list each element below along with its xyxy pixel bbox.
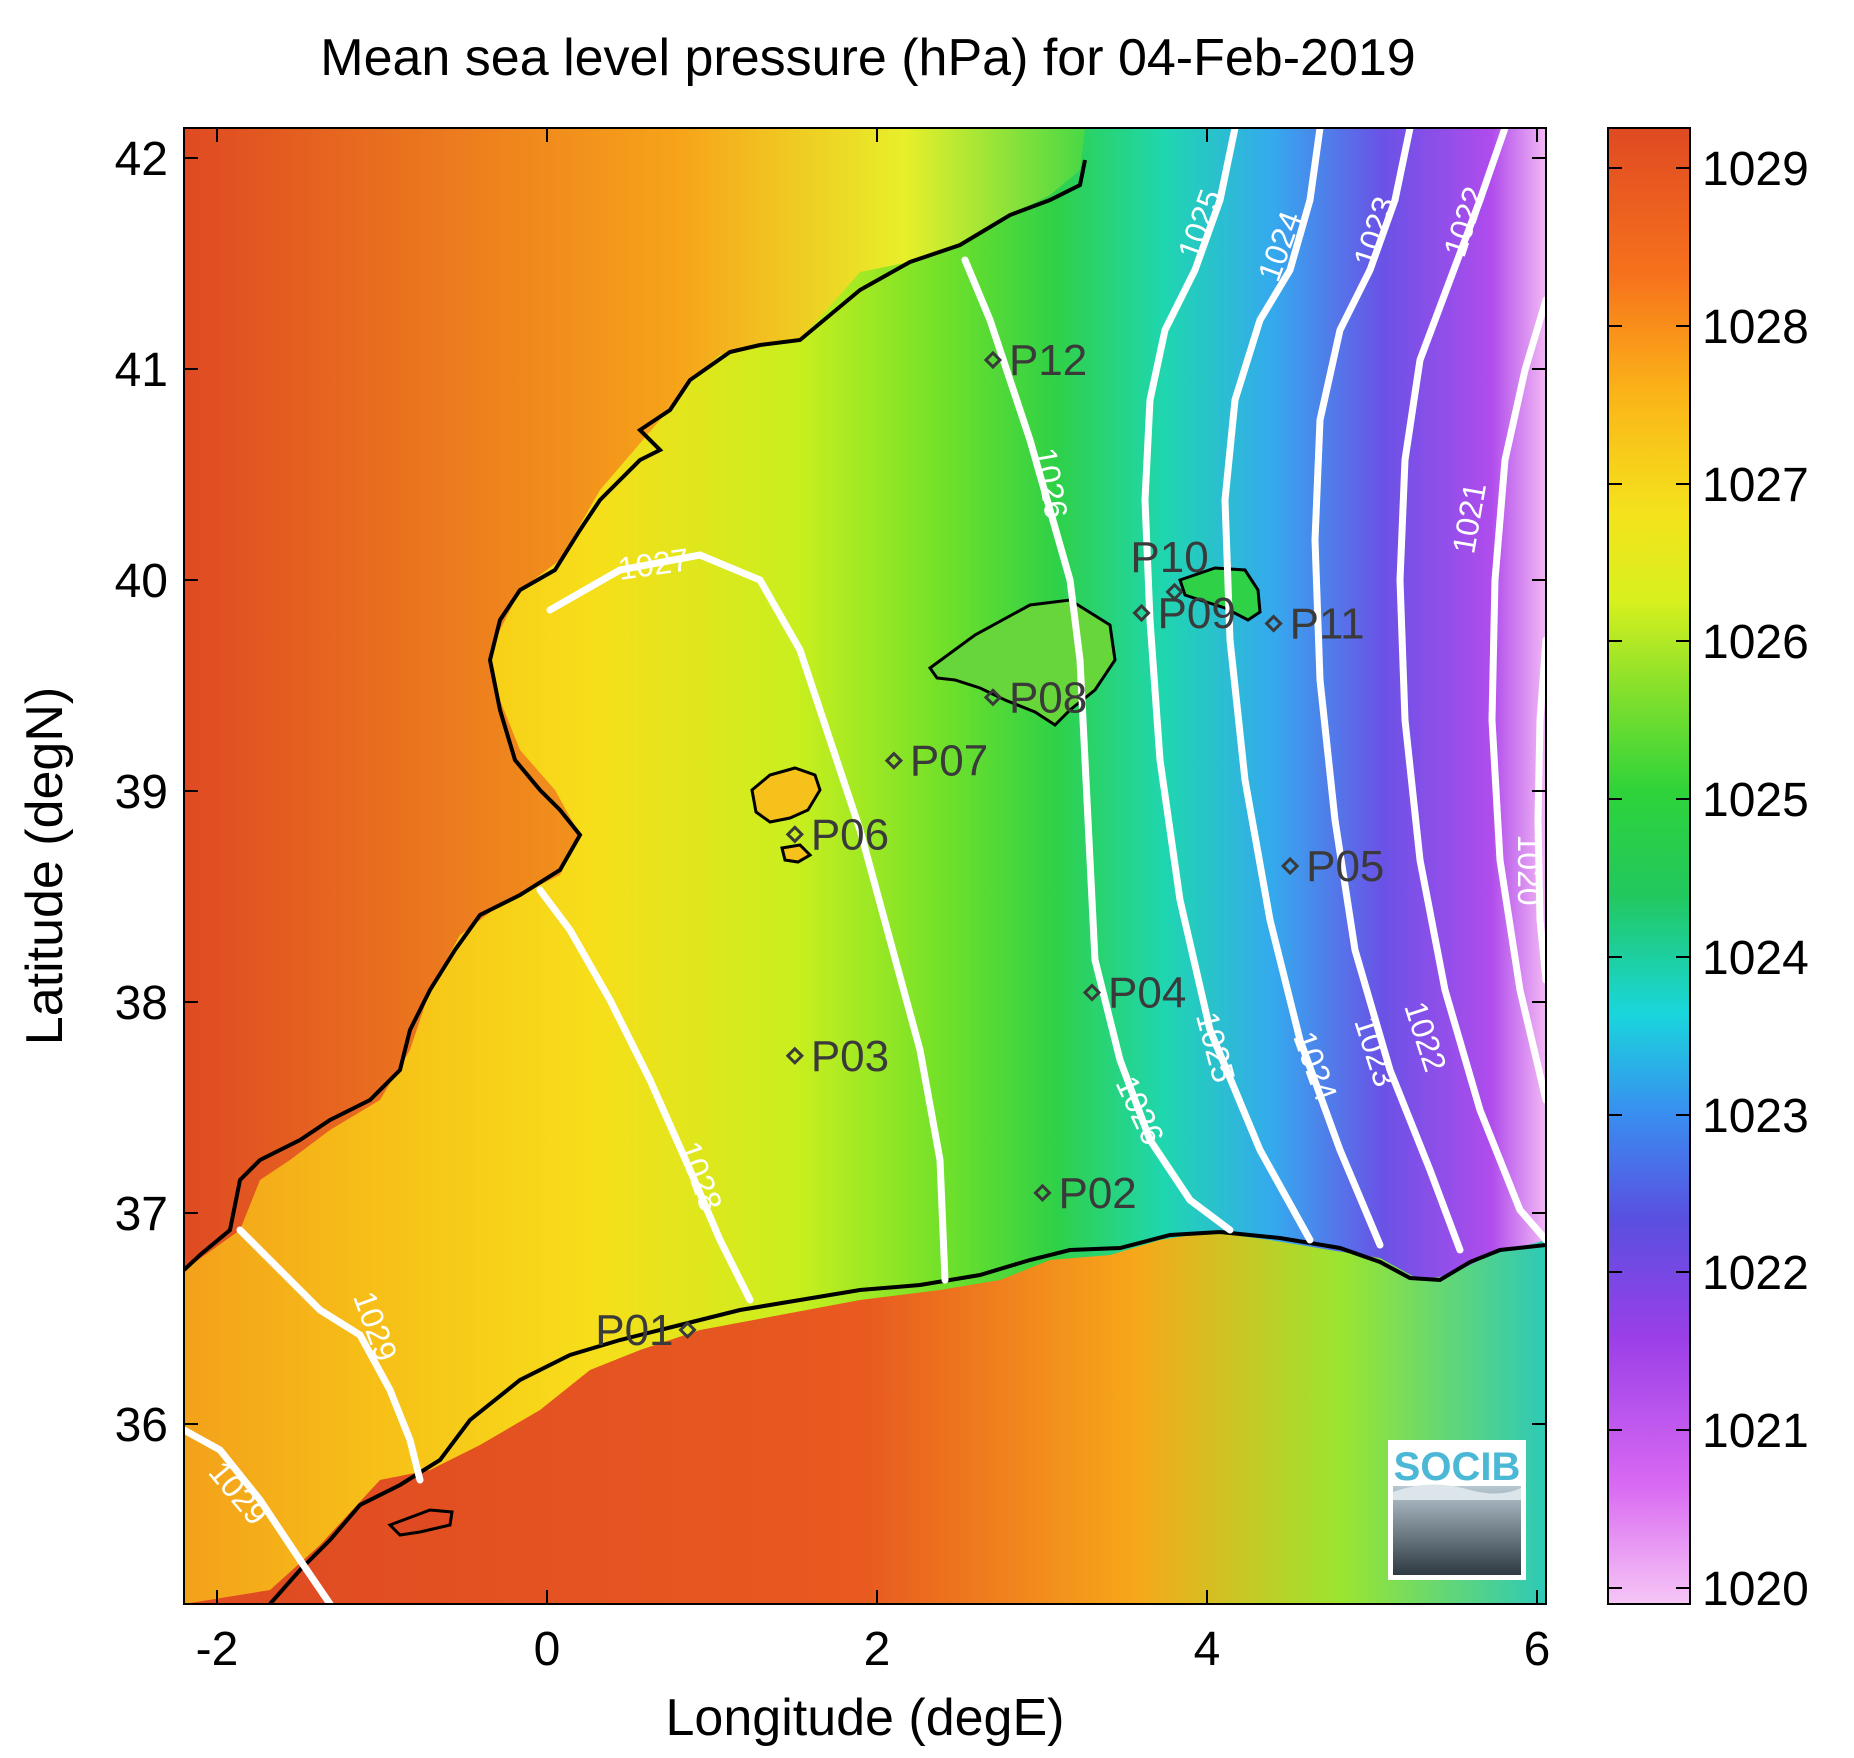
isobar-1024 — [1221, 128, 1384, 1249]
y-tick-label: 36 — [115, 1399, 168, 1452]
map-frame — [183, 127, 1547, 1605]
station-marker — [785, 1046, 804, 1065]
colorbar-tick-label: 1025 — [1702, 774, 1809, 827]
station-marker — [1082, 983, 1102, 1002]
x-tick-labels: -2 0 2 4 6 — [196, 1623, 1551, 1676]
colorbar-tick-label: 1029 — [1702, 143, 1809, 196]
station-marker — [1132, 603, 1151, 623]
station-label: P05 — [1306, 842, 1384, 891]
chart-title: Mean sea level pressure (hPa) for 04-Feb… — [320, 29, 1415, 87]
station-marker — [1033, 1183, 1052, 1202]
isobar-1027 — [546, 551, 949, 1284]
island-ibiza — [750, 766, 822, 824]
y-tick-label: 41 — [115, 344, 168, 397]
isobars — [184, 128, 1546, 1604]
x-tick-label: 2 — [864, 1623, 891, 1676]
station-label: P04 — [1108, 969, 1186, 1018]
station-label: P08 — [1009, 673, 1087, 722]
station-label: P07 — [910, 737, 988, 786]
station-label: P12 — [1009, 336, 1087, 385]
x-tick-label: -2 — [196, 1623, 239, 1676]
colorbar: 1020 1021 1022 1023 1024 1025 1026 1027 … — [1607, 127, 1809, 1616]
station-marker — [1165, 582, 1184, 602]
station-marker — [785, 825, 804, 844]
map-area: 1029 1029 1028 1027 1026 1026 1025 1025 … — [184, 128, 1547, 1604]
colorbar-tick-label: 1022 — [1702, 1247, 1809, 1300]
isobar-1025 — [1141, 128, 1314, 1244]
land-south — [184, 1232, 1546, 1604]
isobar-1029-a — [184, 1426, 334, 1604]
island-alboran — [387, 1508, 454, 1537]
coastline-iberia — [184, 159, 1087, 1272]
colorbar-tick-label: 1023 — [1702, 1090, 1809, 1143]
station-label: P11 — [1290, 600, 1365, 649]
isobar-1020 — [1534, 636, 1546, 984]
socib-logo: SOCIB — [1388, 1440, 1526, 1580]
x-axis — [216, 128, 1538, 1604]
island-formentera — [780, 843, 813, 864]
x-tick-label: 0 — [534, 1623, 561, 1676]
station-label: P06 — [811, 810, 889, 859]
station-label: P02 — [1058, 1169, 1136, 1218]
y-tick-label: 42 — [115, 133, 168, 186]
station-marker — [884, 751, 904, 770]
colorbar-tick-label: 1026 — [1702, 616, 1809, 669]
station-marker — [1264, 614, 1283, 633]
station-label: P01 — [595, 1306, 673, 1355]
x-tick-label: 4 — [1194, 1623, 1221, 1676]
isobar-1028 — [536, 886, 754, 1304]
isobar-1029-b — [236, 1226, 424, 1484]
y-tick-label: 39 — [115, 766, 168, 819]
station-marker — [983, 350, 1003, 370]
isobar-1026 — [961, 256, 1234, 1234]
y-axis-label: Latitude (degN) — [16, 687, 74, 1045]
colorbar-tick-label: 1021 — [1702, 1405, 1809, 1458]
isobar-1021 — [1488, 296, 1546, 1104]
colorbar-gradient — [1607, 127, 1691, 1605]
x-tick-label: 6 — [1524, 1623, 1551, 1676]
x-axis-label: Longitude (degE) — [666, 1689, 1065, 1747]
y-tick-label: 37 — [115, 1188, 168, 1241]
land-north — [184, 128, 1085, 1270]
colorbar-tick-label: 1024 — [1702, 932, 1809, 985]
station-label: P09 — [1158, 589, 1236, 638]
coastline-africa — [268, 1229, 1546, 1604]
station-marker — [983, 688, 1003, 707]
colorbar-tick-label: 1027 — [1702, 459, 1809, 512]
station-marker — [1280, 856, 1300, 876]
logo-text: SOCIB — [1394, 1445, 1521, 1489]
isobar-1023 — [1311, 128, 1464, 1254]
y-tick-label: 40 — [115, 555, 168, 608]
colorbar-tick-label: 1020 — [1702, 1563, 1809, 1616]
y-tick-labels: 36 37 38 39 40 41 42 — [115, 133, 168, 1452]
island-mallorca — [927, 598, 1117, 727]
isobar-label: 1020 — [1511, 834, 1547, 905]
station-label: P03 — [811, 1032, 889, 1081]
isobar-1022 — [1396, 128, 1546, 1244]
y-tick-label: 38 — [115, 977, 168, 1030]
stations: P01 P02 P03 P04 P05 P06 P07 P08 P09 P10 P11 P12 — [595, 336, 1384, 1355]
station-marker — [678, 1320, 697, 1340]
colorbar-tick-label: 1028 — [1702, 301, 1809, 354]
y-axis — [184, 157, 1546, 1425]
station-label: P10 — [1130, 533, 1208, 582]
